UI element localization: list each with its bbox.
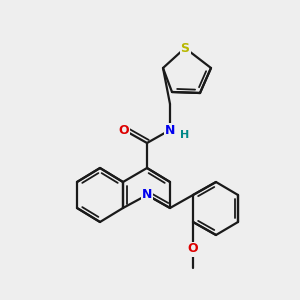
Text: N: N [142,188,152,202]
Text: N: N [165,124,175,136]
Text: S: S [181,41,190,55]
Text: H: H [180,130,190,140]
Text: O: O [188,242,198,256]
Text: O: O [119,124,129,136]
